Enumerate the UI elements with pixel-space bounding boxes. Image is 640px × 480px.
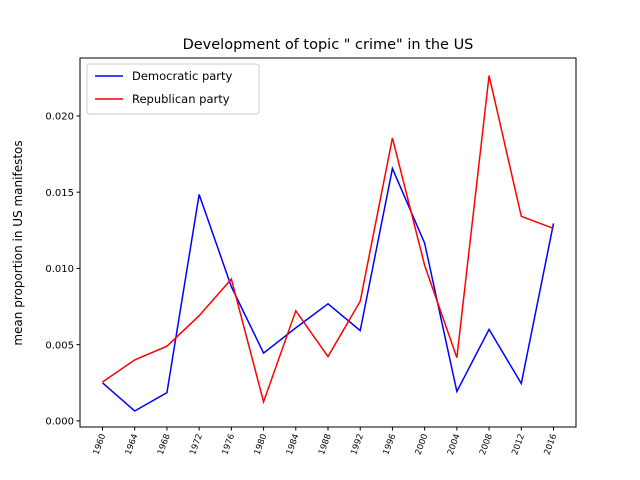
plot-frame <box>79 57 577 428</box>
y-tick-label: 0.020 <box>45 112 74 123</box>
series-layer <box>102 75 555 412</box>
y-axis-label: mean proportion in US manifestos <box>11 140 25 345</box>
legend-box <box>86 63 260 115</box>
chart-title: Development of topic " crime" in the US <box>183 37 474 53</box>
y-tick-label: 0.000 <box>45 417 74 428</box>
series-line-democratic <box>102 166 555 412</box>
y-tick-label: 0.005 <box>45 340 74 351</box>
legend-entry: Republican party <box>132 92 230 106</box>
legend: Democratic party Republican party <box>86 63 260 115</box>
y-axis-ticks: 0.000 0.005 0.010 0.015 0.020 <box>45 112 80 428</box>
y-tick-label: 0.015 <box>45 188 74 199</box>
y-tick-label: 0.010 <box>45 264 74 275</box>
series-line-republican <box>102 75 554 405</box>
legend-entry: Democratic party <box>132 69 233 83</box>
